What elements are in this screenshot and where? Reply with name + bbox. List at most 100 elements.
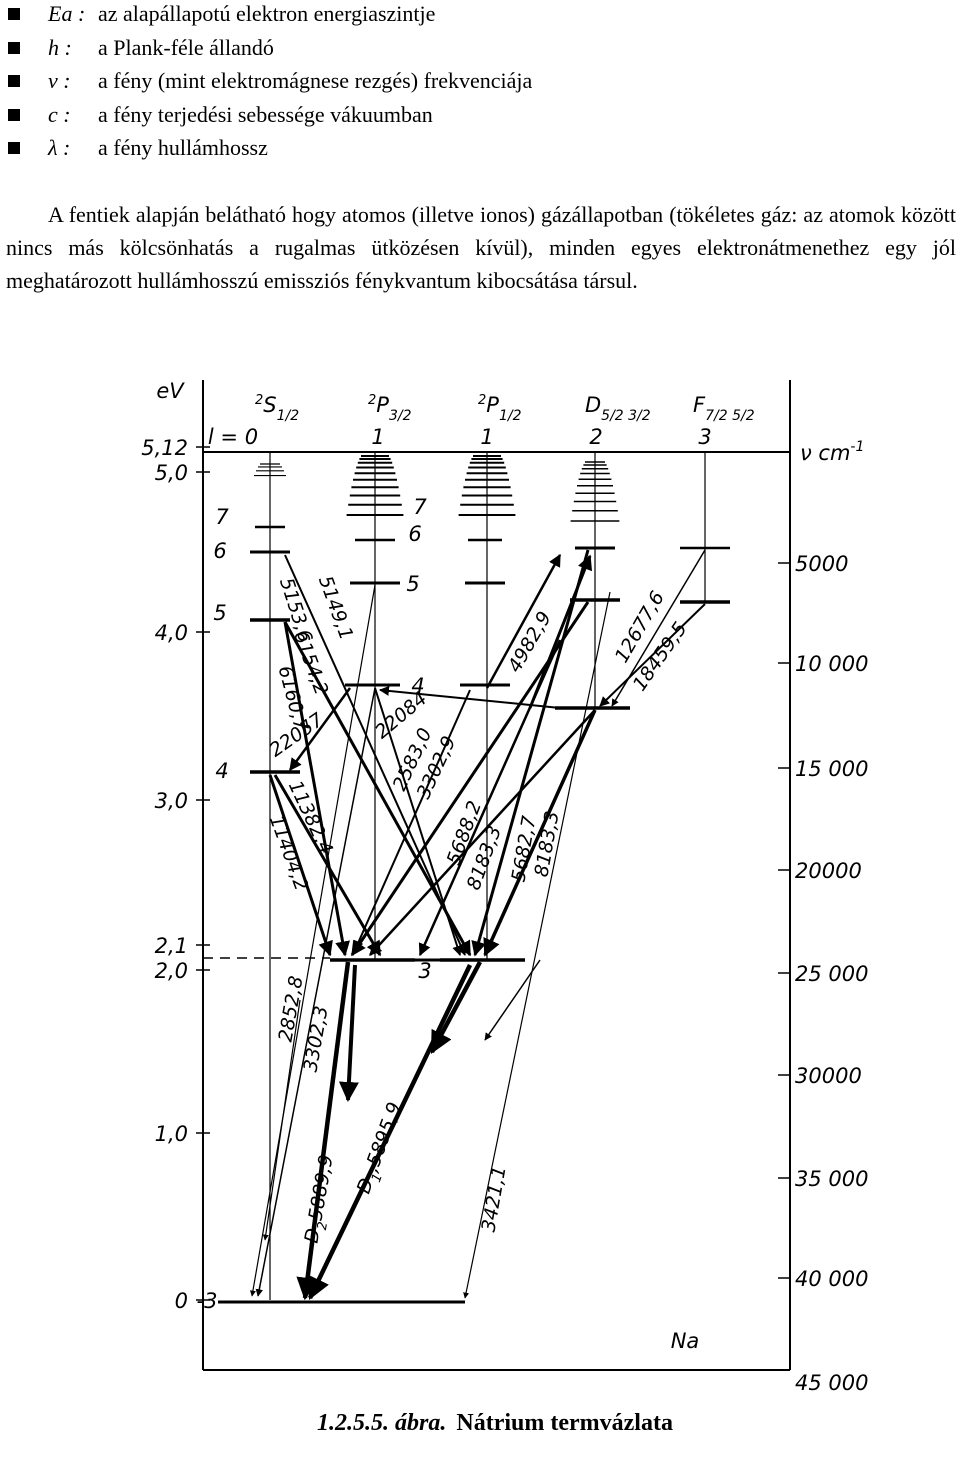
wavenumber-tick-label: 35 000 [795, 1167, 868, 1191]
wavelength: ,5895,9 [361, 1099, 406, 1175]
wavelength: 3421,1 [477, 1164, 510, 1233]
ev-tick-label: 3,0 [155, 789, 188, 813]
symbol: Ea : [48, 1, 86, 26]
header-sup: 2 [478, 393, 486, 408]
bullet-square [8, 142, 20, 154]
axis-unit: eV [156, 379, 185, 403]
level-label: 7 [413, 495, 427, 519]
transition-line [354, 689, 471, 951]
wavenumber-tick-label: 30000 [795, 1064, 862, 1088]
symbol: c : [48, 101, 71, 127]
ev-tick-label: 1,0 [155, 1122, 188, 1146]
wavenumber-tick-label: 5000 [795, 552, 848, 576]
header-sub: 5/2 3/2 [601, 408, 651, 424]
caption-number: 1.2.5.5. ábra. [317, 1410, 446, 1436]
transition-line [262, 999, 301, 1241]
level-label: 6 [408, 522, 421, 546]
ev-tick-label: 2,1 [155, 934, 188, 958]
transition-line [483, 709, 597, 957]
column-l: 2 [589, 425, 602, 449]
transition-line [338, 964, 359, 1102]
transition-line [268, 774, 333, 957]
definition: az alapállapotú elektron energiaszintje [98, 1, 436, 26]
column-l: l = 0 [208, 425, 258, 449]
column-l: 1 [371, 425, 384, 449]
transition-line [611, 549, 706, 707]
header-main: P [486, 393, 499, 417]
transition-line [296, 961, 351, 1301]
transition-line [255, 687, 376, 1297]
wavelength: 3302,3 [299, 1004, 332, 1073]
paragraph: A fentiek alapján belátható hogy atomos … [6, 202, 956, 293]
wavenumber-tick-label: 40 000 [795, 1267, 868, 1291]
transition-line [528, 554, 593, 709]
ev-tick-label: 5,0 [155, 461, 188, 485]
transition-line [307, 964, 473, 1301]
sodium-term-diagram: eV 5,125,0 4,0 3,0 2,12,0 1,0 0 ν cm-1 5000 10 00… [141, 379, 868, 1436]
transition-label: D25889,9 [300, 1153, 342, 1246]
column-l: 1 [480, 425, 493, 449]
ev-tick-label: 0 [175, 1289, 188, 1313]
bullet-square [8, 75, 20, 87]
transition-line [471, 549, 590, 957]
unit-main: ν cm [800, 441, 850, 465]
header-sup: 2 [255, 393, 263, 408]
header-sub: 1/2 [277, 408, 300, 424]
transition-line [288, 687, 352, 772]
level-label: 5 [213, 601, 226, 625]
transition-label: 3421,1 [477, 1164, 510, 1233]
header-main: D [585, 393, 601, 417]
header-main: S [263, 393, 276, 417]
wavenumber-tick-label: 20000 [795, 859, 862, 883]
header-sub: 1/2 [499, 408, 522, 424]
levels-and-transitions [218, 452, 730, 1304]
definition: a fény hullámhossz [98, 135, 268, 160]
column-header: 2P3/2 [368, 393, 412, 424]
unit-sup: -1 [850, 439, 864, 455]
header-main: F [693, 393, 706, 417]
bullet-square [8, 108, 20, 121]
transition-label: D1,5895,9 [353, 1099, 411, 1198]
wavenumber-tick-label: 45 000 [795, 1371, 868, 1395]
definition: a fény terjedési sebessége vákuumban [98, 101, 433, 127]
header-main: P [376, 393, 389, 417]
transition-line [369, 709, 596, 956]
bullet-square [8, 41, 20, 54]
column-header: 2S1/2 [255, 393, 299, 424]
wavelength: 2852,8 [274, 974, 307, 1043]
level-label: 4 [215, 759, 228, 783]
wavelength: 5889,9 [304, 1153, 337, 1222]
column-header: 2P1/2 [478, 393, 522, 424]
transition-line [599, 603, 706, 707]
frame [202, 380, 791, 1371]
bullet-square [8, 8, 20, 20]
level-label: -3 [197, 1289, 218, 1313]
axis-unit: ν cm-1 [800, 439, 864, 465]
transition-label: 3302,3 [299, 1004, 332, 1073]
transition-line [484, 959, 541, 1041]
header-sub: 3/2 [389, 408, 412, 424]
column-header: D5/2 3/2 [585, 393, 651, 424]
caption-title: Nátrium termvázlata [456, 1410, 673, 1436]
level-label: 6 [213, 539, 226, 563]
transition-line [463, 591, 611, 1299]
level-label: 4 [411, 674, 424, 698]
transition-line [283, 621, 350, 957]
wavenumber-tick-label: 15 000 [795, 757, 868, 781]
element-symbol: Na [671, 1329, 700, 1353]
symbol: λ : [48, 135, 71, 160]
transition-line [485, 553, 562, 689]
header-sup: 2 [368, 393, 376, 408]
line-prefix: D [300, 1227, 324, 1245]
line-sub: 2 [315, 1221, 331, 1232]
level-label: 7 [215, 505, 229, 529]
transition-line [249, 584, 376, 1297]
ev-tick-label: 4,0 [155, 621, 188, 645]
header-sub: 7/2 5/2 [705, 408, 755, 424]
transition-line [374, 687, 463, 956]
level-label: 3 [418, 959, 431, 983]
ev-tick-label: 5,12 [141, 436, 188, 460]
transition-label: 2852,8 [274, 974, 307, 1043]
line-prefix: D [353, 1175, 379, 1196]
